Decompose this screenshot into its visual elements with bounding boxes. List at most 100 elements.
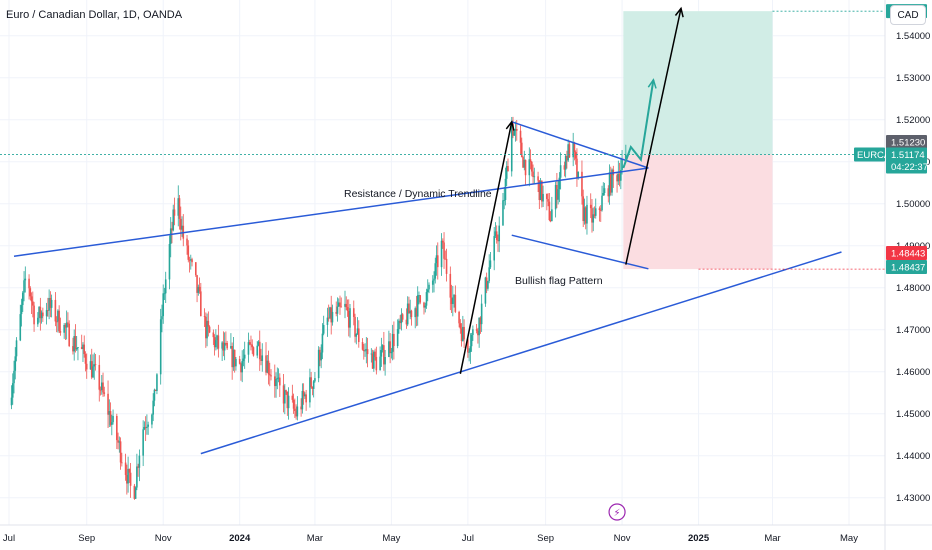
- candle-body: [29, 288, 32, 297]
- target-zone: [623, 11, 773, 155]
- candle-body: [63, 324, 65, 333]
- candle-body: [312, 381, 315, 389]
- y-tick-label: 1.43000: [896, 493, 930, 504]
- trendline: [200, 251, 842, 455]
- candle-body: [583, 207, 586, 222]
- candle-body: [108, 411, 111, 415]
- candle-body: [72, 346, 74, 352]
- candle-body: [124, 462, 127, 476]
- candle-body: [80, 347, 83, 349]
- candle-body: [231, 346, 233, 368]
- candle-body: [617, 173, 620, 182]
- candle-body: [542, 193, 544, 202]
- candle-body: [576, 158, 578, 178]
- candle-body: [625, 154, 627, 160]
- candle-body: [151, 414, 153, 425]
- candle-body: [533, 176, 536, 178]
- candle-body: [567, 144, 569, 161]
- candle-body: [524, 159, 527, 176]
- candle-body: [317, 349, 320, 379]
- candle-body: [591, 208, 593, 223]
- candle-body: [268, 374, 271, 376]
- candle-body: [266, 360, 269, 373]
- x-tick-label: Nov: [614, 533, 631, 544]
- candle-body: [449, 273, 452, 298]
- candle-body: [38, 306, 40, 318]
- candle-body: [621, 159, 623, 170]
- currency-badge[interactable]: CAD: [890, 5, 926, 25]
- candle-body: [616, 175, 618, 182]
- candle-body: [109, 411, 112, 425]
- candle-body: [200, 291, 202, 317]
- candle-body: [507, 166, 509, 172]
- candle-body: [563, 165, 566, 170]
- symbol-tag-bg: [854, 147, 885, 162]
- candle-body: [603, 188, 606, 194]
- x-tick-label: Mar: [764, 533, 780, 544]
- candle-body: [406, 303, 409, 325]
- candle-body: [177, 198, 180, 216]
- candle-body: [107, 393, 109, 415]
- candle-body: [370, 353, 373, 355]
- candle-body: [230, 346, 232, 349]
- candle-body: [384, 357, 386, 365]
- candle-body: [295, 411, 297, 417]
- candle-body: [221, 342, 223, 349]
- candle-body: [319, 349, 321, 361]
- candle-body: [275, 378, 277, 387]
- candle-body: [340, 306, 343, 308]
- price-tags: 1.545841.512301.512281.484431.48437EURCA…: [854, 4, 928, 274]
- candle-body: [146, 426, 148, 428]
- candle-body: [389, 341, 391, 354]
- candle-body: [206, 320, 208, 339]
- candle-body: [133, 485, 136, 499]
- candle-body: [238, 358, 241, 364]
- candle-body: [487, 281, 489, 289]
- candle-body: [240, 363, 242, 373]
- price-tag: 1.48437: [886, 260, 927, 274]
- candle-body: [250, 344, 252, 346]
- countdown-text: 04:22:37: [891, 162, 928, 173]
- chart-title: Euro / Canadian Dollar, 1D, OANDA: [6, 9, 183, 21]
- candle-body: [159, 319, 162, 375]
- candle-body: [418, 295, 420, 296]
- candle-body: [58, 310, 60, 332]
- price-tag-bg: [886, 135, 927, 149]
- candle-body: [520, 142, 523, 158]
- candle-body: [195, 262, 197, 276]
- candle-body: [373, 351, 375, 369]
- candle-body: [168, 243, 171, 280]
- candle-body: [57, 310, 59, 322]
- candle-body: [393, 333, 395, 347]
- candle-body: [346, 307, 349, 311]
- candle-body: [93, 364, 96, 367]
- candle-body: [248, 342, 251, 345]
- candle-body: [436, 255, 439, 268]
- candle-body: [484, 277, 487, 304]
- candle-body: [186, 238, 188, 246]
- candle-body: [513, 130, 516, 136]
- candle-body: [216, 335, 218, 341]
- candle-body: [20, 305, 23, 315]
- candle-body: [129, 472, 132, 486]
- candle-body: [309, 377, 311, 403]
- candle-body: [347, 310, 350, 328]
- candle-body: [251, 344, 254, 348]
- candle-body: [478, 317, 480, 336]
- candle-body: [494, 231, 497, 237]
- candle-body: [225, 342, 227, 344]
- candle-body: [529, 159, 532, 162]
- candle-body: [356, 328, 359, 334]
- candle-body: [415, 308, 418, 317]
- candle-body: [302, 390, 305, 397]
- candle-body: [136, 466, 138, 488]
- candle-body: [435, 255, 438, 264]
- candle-body: [173, 209, 176, 216]
- candle-body: [305, 394, 307, 403]
- candle-body: [335, 311, 338, 314]
- candle-body: [188, 259, 191, 261]
- candle-body: [608, 172, 611, 197]
- candle-body: [528, 159, 531, 176]
